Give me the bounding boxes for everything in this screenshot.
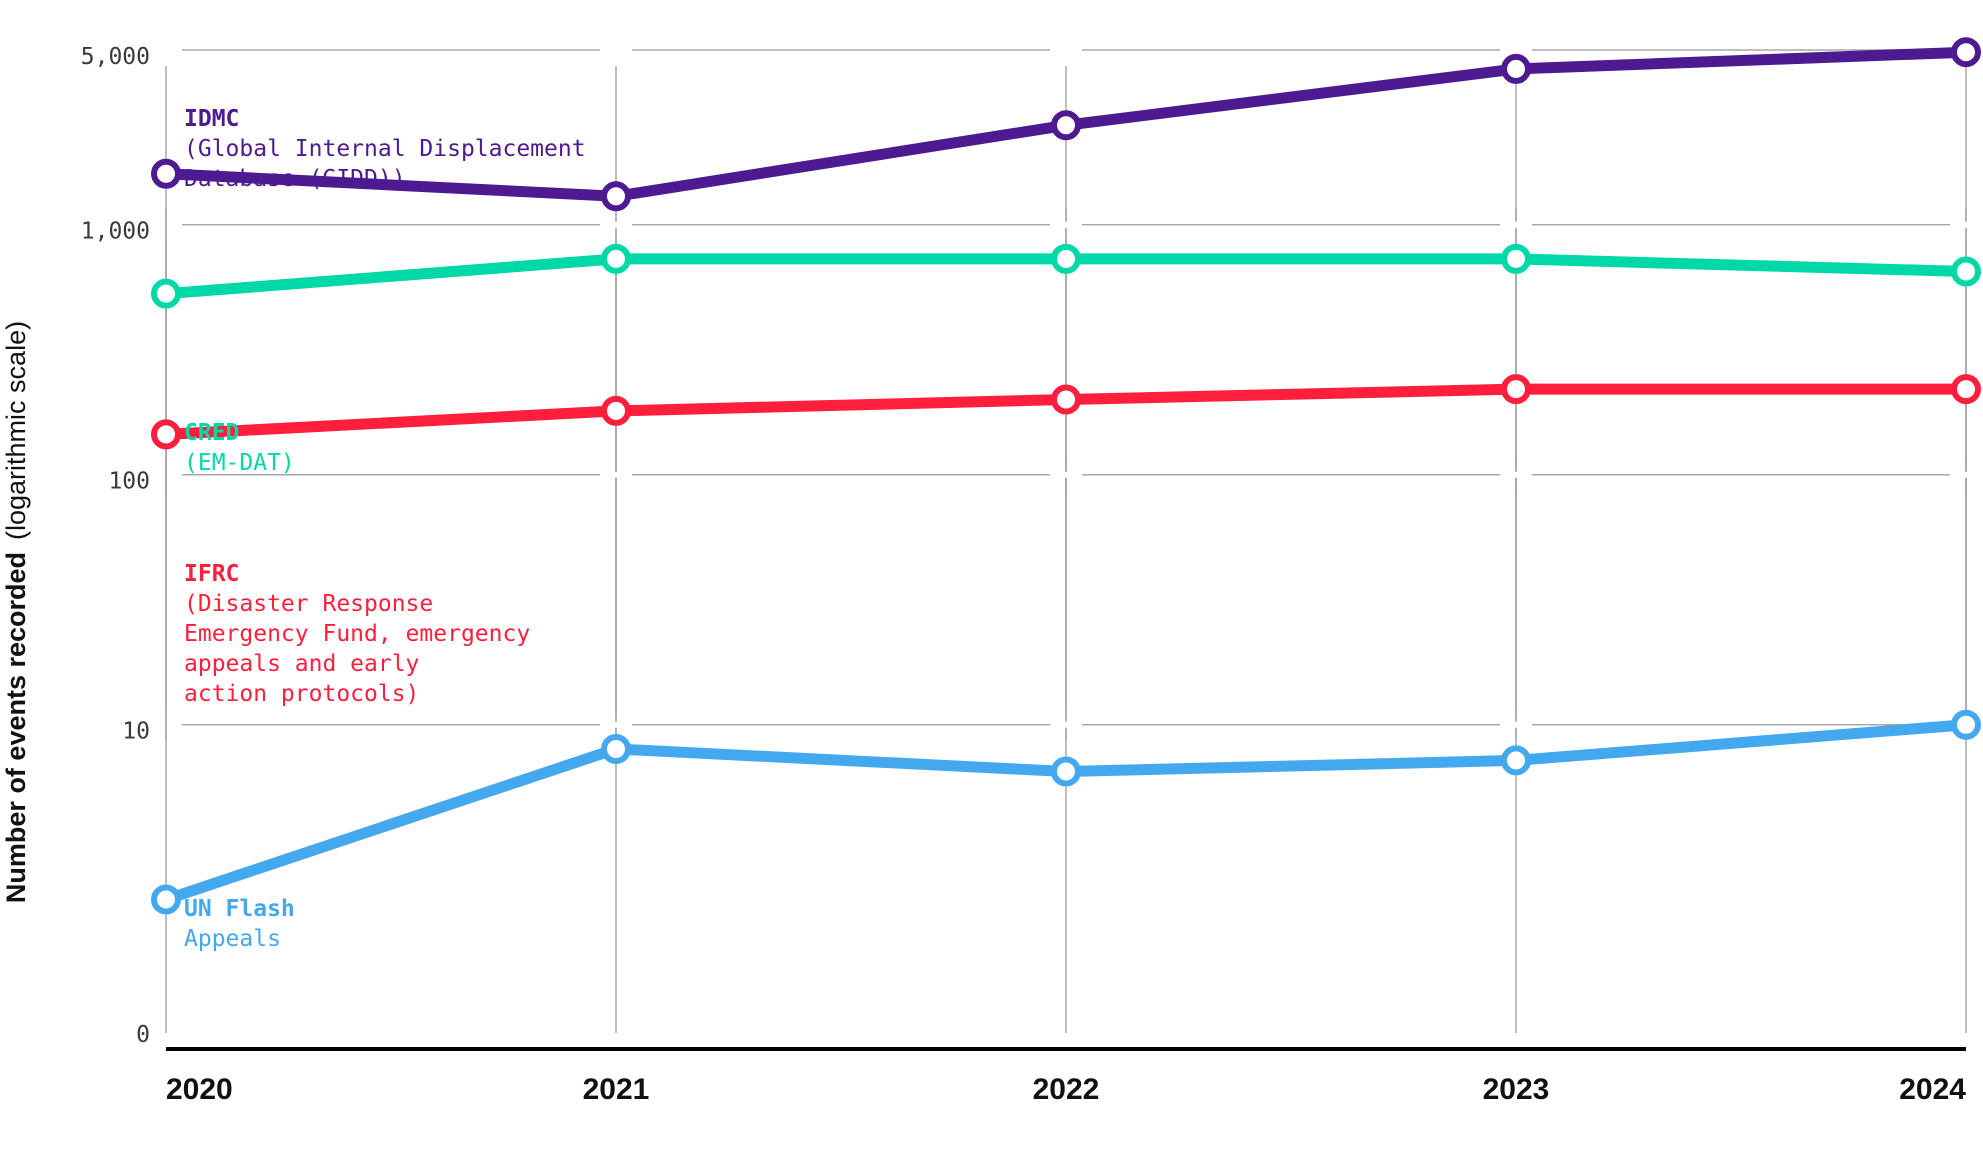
- data-point-idmc: [1951, 37, 1981, 68]
- data-point-ifrc: [151, 419, 181, 450]
- series-description: Database (GIDD)): [184, 166, 406, 192]
- grid: [165, 47, 1982, 1033]
- y-tick-label: 5,000: [81, 44, 150, 70]
- grid-gap: [1950, 471, 1982, 478]
- grid-gap: [1500, 221, 1532, 228]
- data-point-un-flash: [1051, 756, 1081, 787]
- grid-gap: [1950, 221, 1982, 228]
- grid-gap: [1050, 221, 1082, 228]
- grid-gap: [600, 721, 632, 728]
- series-description: action protocols): [184, 681, 419, 707]
- y-axis: 0 10 100 1,000 5,000: [81, 44, 150, 1048]
- data-point-cred: [1951, 256, 1981, 287]
- data-point-ifrc: [601, 395, 631, 426]
- y-axis-title-main: Number of events recorded: [1, 552, 31, 903]
- series-name: IFRC: [184, 561, 239, 587]
- grid-gap: [1500, 471, 1532, 478]
- x-tick-label: 2022: [1033, 1073, 1100, 1106]
- data-point-idmc: [151, 158, 181, 189]
- x-tick-label: 2023: [1483, 1073, 1550, 1106]
- series-label-cred: CRED (EM-DAT): [184, 420, 295, 476]
- series-lines: [151, 37, 1981, 915]
- data-point-ifrc: [1501, 374, 1531, 405]
- data-point-un-flash: [1951, 709, 1981, 740]
- series-description: (Global Internal Displacement: [184, 136, 586, 162]
- x-axis: 2020 2021 2022 2023 2024: [166, 1047, 1966, 1106]
- data-point-idmc: [601, 181, 631, 212]
- y-axis-title-note: (logarithmic scale): [1, 321, 31, 540]
- data-point-ifrc: [1951, 374, 1981, 405]
- series-description: Emergency Fund, emergency: [184, 621, 530, 647]
- data-point-cred: [601, 243, 631, 274]
- data-point-cred: [1501, 243, 1531, 274]
- y-tick-label: 1,000: [81, 219, 150, 245]
- series-description: Appeals: [184, 926, 281, 952]
- grid-gap: [600, 221, 632, 228]
- grid-gap: [1500, 721, 1532, 728]
- y-tick-label: 0: [136, 1022, 150, 1048]
- series-labels: IDMC (Global Internal Displacement Databas…: [184, 106, 586, 952]
- grid-gap: [600, 471, 632, 478]
- series-label-idmc: IDMC (Global Internal Displacement Databas…: [184, 106, 586, 192]
- grid-gap: [600, 47, 632, 53]
- series-label-ifrc: IFRC (Disaster Response Emergency Fund, em…: [184, 561, 530, 707]
- data-point-ifrc: [1051, 384, 1081, 415]
- series-description: (Disaster Response: [184, 591, 433, 617]
- y-tick-label: 100: [108, 469, 150, 495]
- grid-gap: [1050, 721, 1082, 728]
- x-tick-label: 2024: [1899, 1073, 1966, 1106]
- data-point-idmc: [1051, 110, 1081, 141]
- grid-gap: [1050, 47, 1082, 53]
- x-tick-label: 2021: [583, 1073, 650, 1106]
- data-point-idmc: [1501, 53, 1531, 84]
- series-description: appeals and early: [184, 651, 419, 677]
- series-label-un-flash: UN Flash Appeals: [184, 896, 295, 952]
- data-point-un-flash: [601, 733, 631, 764]
- series-description: (EM-DAT): [184, 450, 295, 476]
- x-tick-label: 2020: [166, 1073, 233, 1106]
- y-axis-title: Number of events recorded (logarithmic s…: [1, 321, 31, 903]
- data-point-un-flash: [1501, 745, 1531, 776]
- series-name: IDMC: [184, 106, 239, 132]
- series-name: UN Flash: [184, 896, 295, 922]
- data-point-cred: [151, 278, 181, 309]
- y-tick-label: 10: [122, 719, 150, 745]
- data-point-un-flash: [151, 884, 181, 915]
- data-point-cred: [1051, 243, 1081, 274]
- series-name: CRED: [184, 420, 239, 446]
- grid-gap: [1050, 471, 1082, 478]
- grid-gap: [1500, 47, 1532, 53]
